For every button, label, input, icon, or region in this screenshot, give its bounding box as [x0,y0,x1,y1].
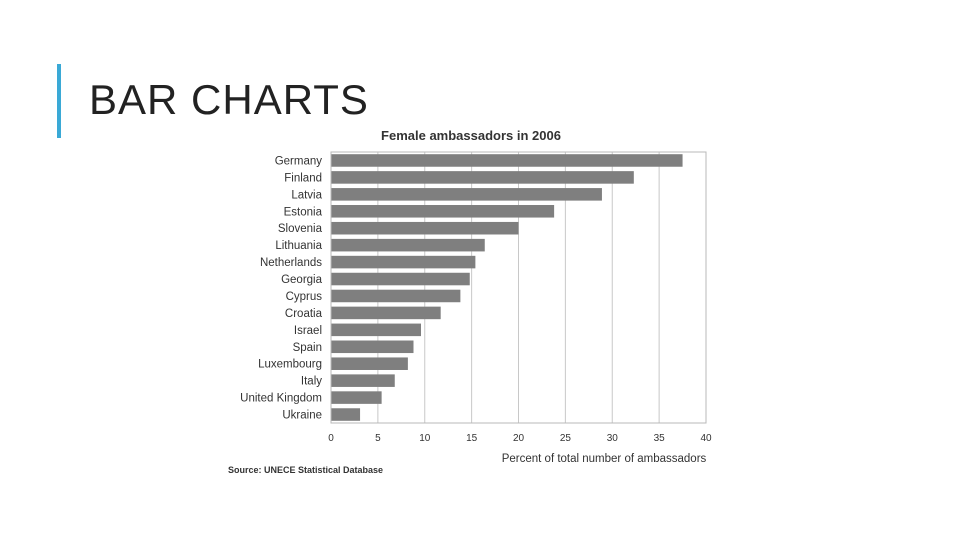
bar [331,408,361,421]
bar [331,340,414,354]
bar [331,272,470,286]
category-label: Slovenia [278,223,323,235]
title-accent-bar [57,64,61,138]
category-label: Spain [293,342,322,354]
bar [331,171,634,184]
category-label: United Kingdom [240,393,322,405]
x-tick-label: 25 [560,433,572,444]
bar [331,391,382,404]
plot-frame [330,151,707,424]
category-label: Croatia [285,308,323,320]
category-label: Finland [284,172,322,184]
x-tick-label: 5 [375,433,381,444]
category-label: Estonia [284,206,323,218]
bar [331,255,476,269]
bar [331,306,441,320]
chart-title: Female ambassadors in 2006 [381,128,561,143]
x-tick-label: 20 [513,433,525,444]
bar [331,289,461,303]
x-tick-label: 35 [654,433,666,444]
source-note: Source: UNECE Statistical Database [228,465,384,475]
x-axis-label: Percent of total number of ambassadors [502,453,707,465]
x-tick-label: 15 [466,433,478,444]
x-tick-label: 0 [328,433,334,444]
x-tick-label: 40 [700,433,712,444]
category-label: Cyprus [286,291,323,303]
category-label: Israel [294,325,322,337]
x-tick-label: 30 [607,433,619,444]
category-label: Luxembourg [258,359,322,371]
bar [331,238,485,252]
category-label: Ukraine [282,410,322,422]
category-label: Lithuania [275,240,322,252]
bar [331,205,555,218]
category-label: Italy [301,376,322,388]
slide-title: BAR CHARTS [89,76,369,123]
bar [331,221,519,235]
bar [331,188,602,201]
bar [331,154,683,167]
bar [331,357,408,370]
category-label: Germany [275,155,323,167]
x-tick-label: 10 [419,433,431,444]
bar [331,374,395,387]
bar [331,323,421,337]
category-label: Latvia [291,189,322,201]
category-label: Georgia [281,274,323,286]
category-label: Netherlands [260,257,322,269]
